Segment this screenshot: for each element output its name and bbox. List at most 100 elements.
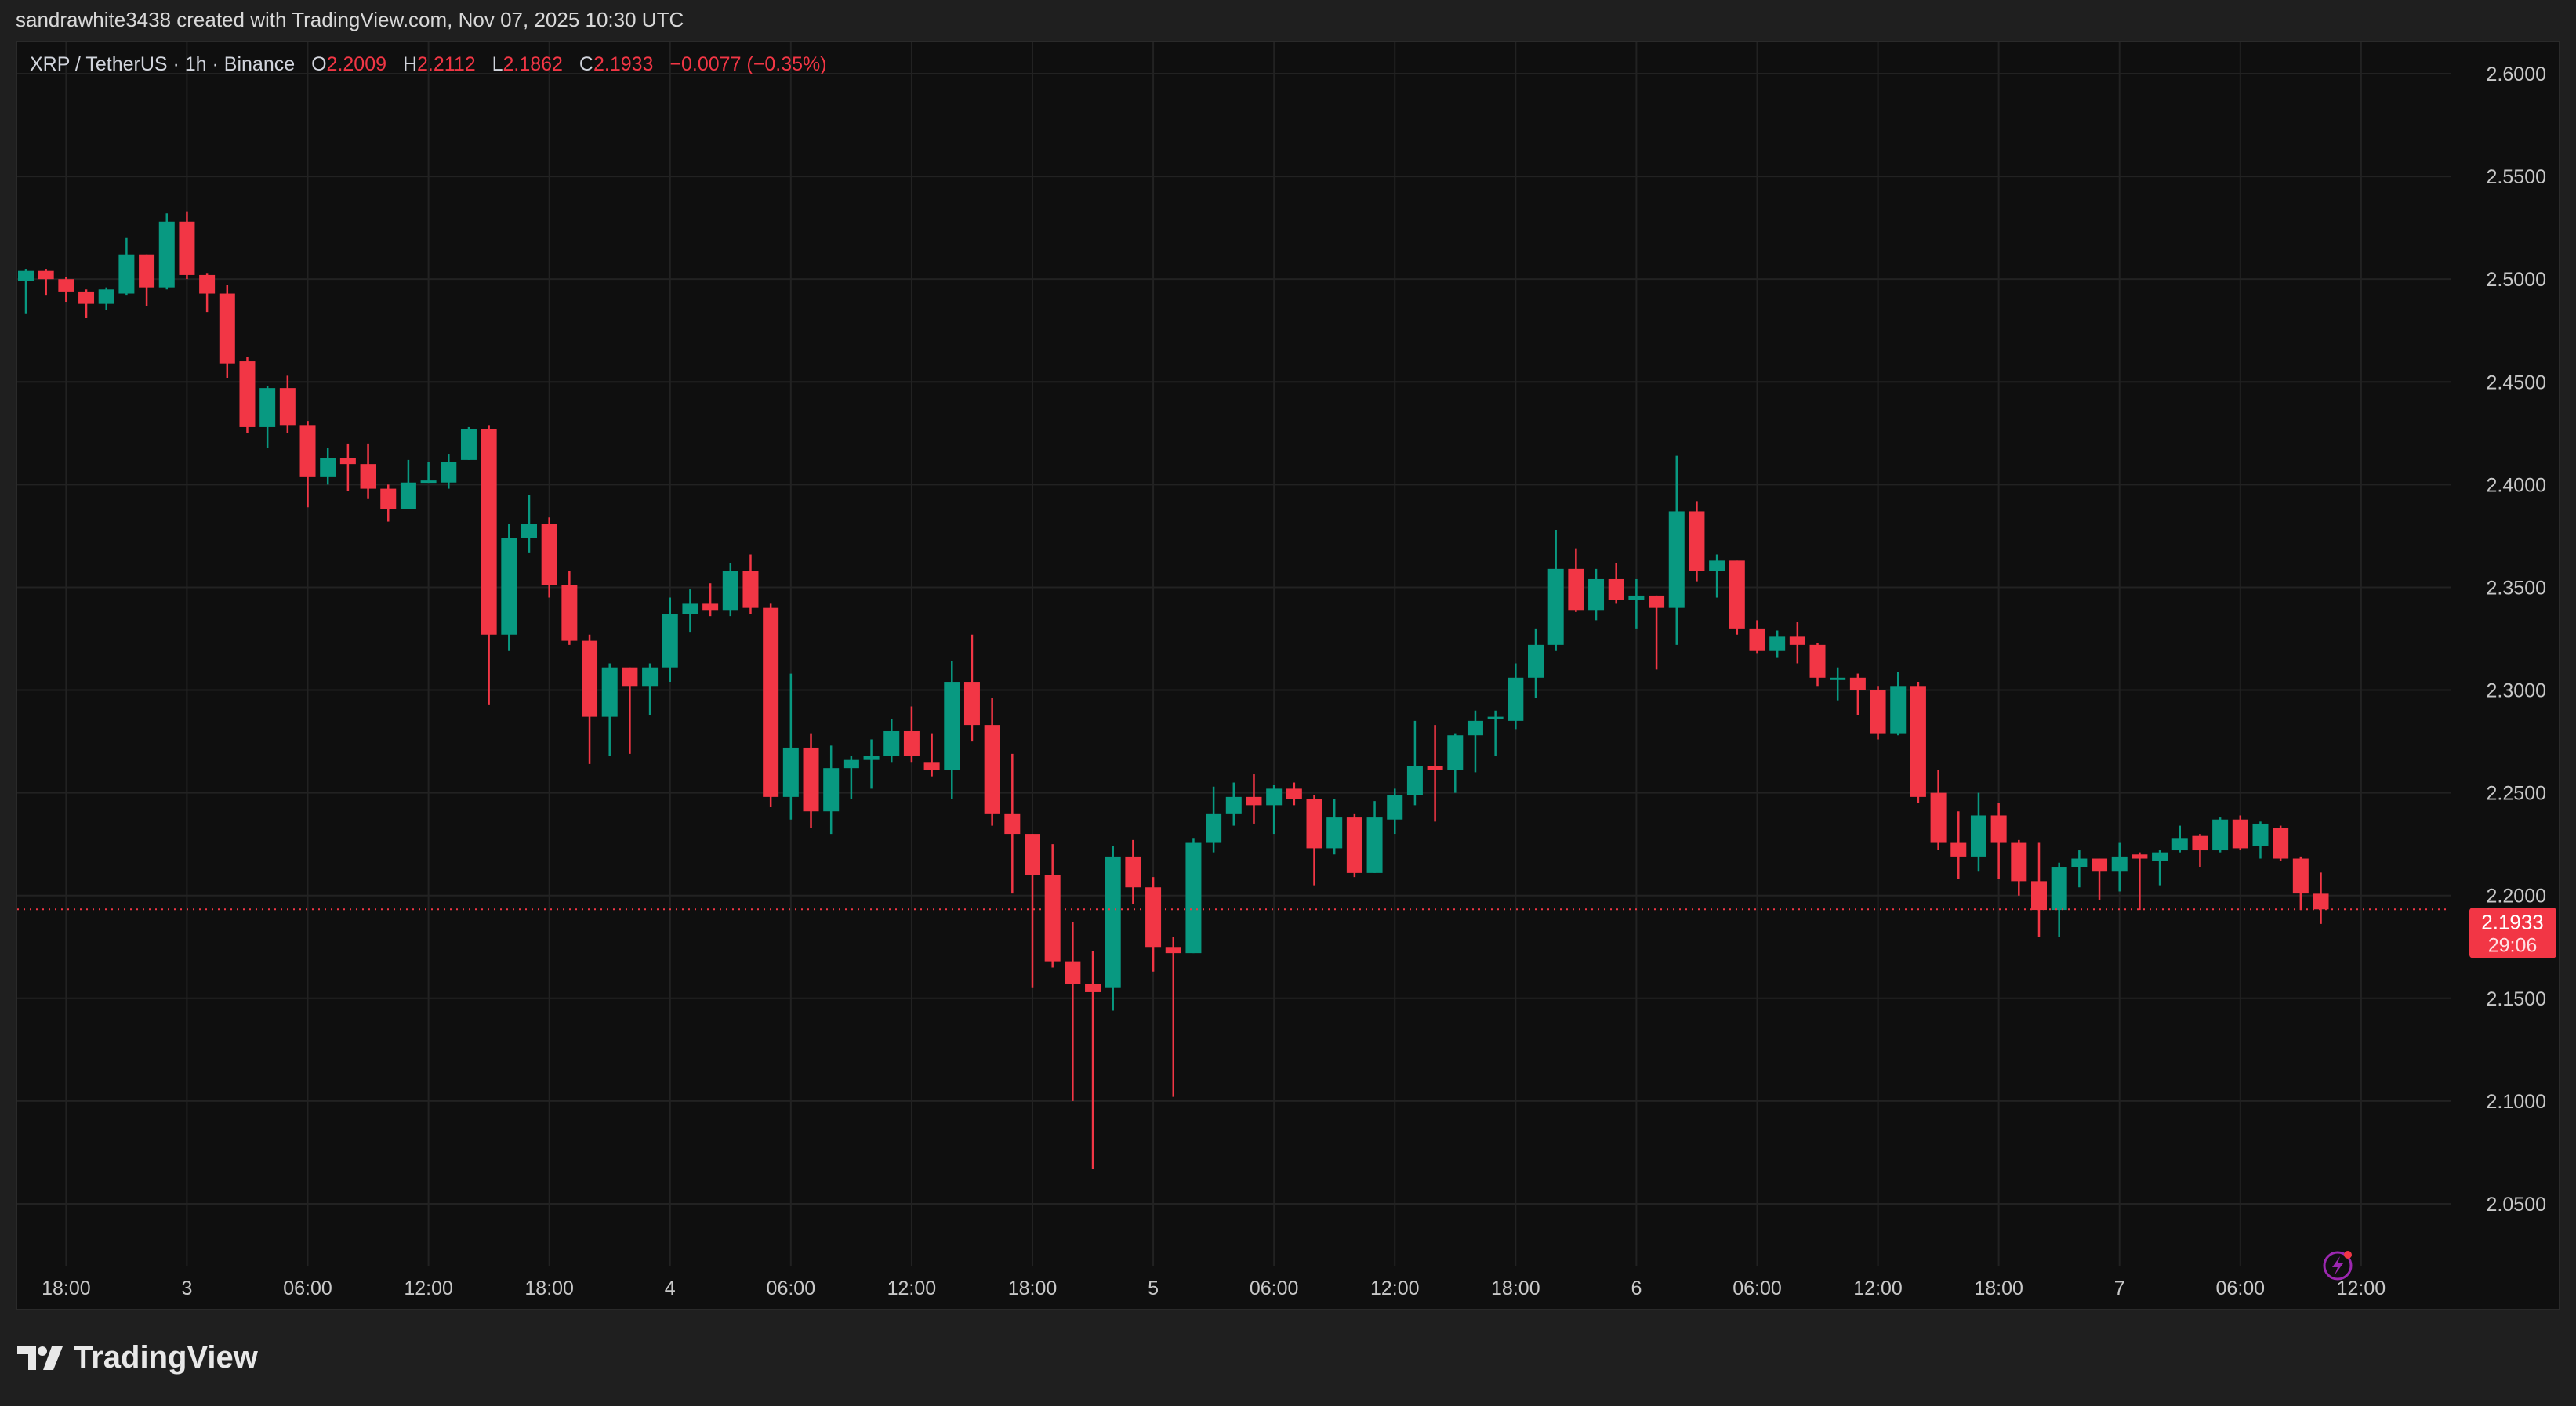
candle-body (38, 270, 54, 280)
candle (1709, 554, 1725, 598)
price-tick-label: 2.2500 (2487, 783, 2546, 805)
candle-body (2111, 856, 2128, 872)
candle-body (1266, 788, 1283, 806)
candle (360, 443, 376, 499)
candle (158, 213, 175, 290)
candle (1930, 770, 1947, 851)
high-label: H (402, 53, 418, 75)
candle (2031, 842, 2047, 937)
candle-body (98, 289, 114, 304)
candle-body (1890, 686, 1907, 734)
alert-icon-ring (2323, 1251, 2353, 1281)
candle-body (944, 682, 960, 770)
candle (903, 706, 920, 763)
symbol-name[interactable]: XRP / TetherUS · 1h · Binance (30, 53, 296, 75)
candle (843, 756, 859, 799)
candle-body (501, 538, 517, 635)
candle (1366, 801, 1383, 873)
candle (58, 277, 74, 303)
time-tick-label: 18:00 (1974, 1277, 2023, 1299)
candle (803, 733, 819, 828)
candle (1608, 562, 1624, 604)
candle (642, 663, 659, 716)
time-tick-label: 06:00 (767, 1277, 816, 1299)
time-tick-label: 18:00 (42, 1277, 91, 1299)
candle (339, 443, 356, 491)
candle (1065, 922, 1081, 1101)
candle (1306, 795, 1322, 886)
candle-body (1970, 815, 1986, 857)
candle-body (1387, 795, 1403, 820)
candle-body (1427, 766, 1443, 770)
candle (400, 459, 416, 509)
price-tick-label: 2.6000 (2487, 63, 2546, 85)
candle-body (1286, 788, 1302, 799)
candle (601, 663, 618, 756)
candle (1668, 455, 1685, 645)
candle-body (582, 640, 598, 717)
candle (1769, 630, 1786, 658)
candle (2092, 858, 2108, 900)
lightning-bolt-icon[interactable] (2323, 1251, 2353, 1281)
time-tick-label: 12:00 (404, 1277, 453, 1299)
candle (1628, 578, 1645, 629)
candle (1165, 937, 1181, 1097)
candle (1406, 720, 1423, 806)
candle (1286, 782, 1302, 806)
candle (441, 454, 457, 489)
candle-body (1406, 766, 1423, 795)
candle (139, 254, 155, 306)
last-price-value: 2.1933 (2481, 910, 2544, 933)
candle-body (2171, 838, 2188, 851)
candle (179, 211, 195, 280)
chart-panel[interactable]: 2.0500 2.1000 2.1500 2.2000 2.2500 2.3000 2.35… (16, 41, 2560, 1310)
price-tick-label: 2.2000 (2487, 886, 2546, 908)
candle-body (903, 730, 920, 756)
candle (239, 357, 256, 433)
candle (199, 273, 216, 313)
candle-body (1065, 961, 1081, 984)
candle-body (239, 361, 256, 427)
candle-body (460, 429, 477, 460)
candle-body (1467, 720, 1483, 736)
candle-body (1930, 792, 1947, 843)
candle (1025, 834, 1040, 988)
candle-body (863, 756, 880, 760)
candlestick-chart[interactable]: 2.0500 2.1000 2.1500 2.2000 2.2500 2.3000 2.35… (17, 42, 2559, 1309)
candle-body (1206, 813, 1222, 843)
candle-body (2132, 854, 2148, 859)
time-tick-label: 3 (181, 1277, 192, 1299)
open-value: 2.2009 (326, 53, 387, 75)
candle-body (883, 730, 900, 756)
time-tick-label: 12:00 (2337, 1277, 2386, 1299)
candle-body (963, 682, 980, 726)
tradingview-logo[interactable]: TradingView (17, 1340, 258, 1375)
candle (2171, 825, 2188, 853)
candle (944, 661, 960, 799)
candle (1487, 710, 1504, 756)
time-tick-label: 12:00 (887, 1277, 937, 1299)
candle (1387, 788, 1403, 835)
candle (963, 634, 980, 742)
candle (259, 386, 276, 448)
candle (1890, 671, 1907, 736)
time-tick-label: 4 (665, 1277, 676, 1299)
candle-body (1709, 560, 1725, 571)
close-value: 2.1933 (593, 53, 654, 75)
candle (18, 269, 34, 314)
candle (1246, 774, 1262, 824)
time-tick-label: 06:00 (1732, 1277, 1782, 1299)
candle-body (139, 254, 155, 288)
candle (118, 237, 135, 296)
candle-body (1870, 690, 1886, 734)
candle-body (481, 429, 497, 635)
candle (1547, 530, 1564, 651)
candle (98, 287, 114, 310)
candle-body (441, 462, 457, 483)
candle (2212, 817, 2229, 853)
candle-body (541, 524, 557, 585)
candle (782, 673, 799, 820)
last-price-badge-bg (2469, 908, 2556, 958)
price-tick-label: 2.3500 (2487, 577, 2546, 599)
candle (722, 562, 738, 617)
